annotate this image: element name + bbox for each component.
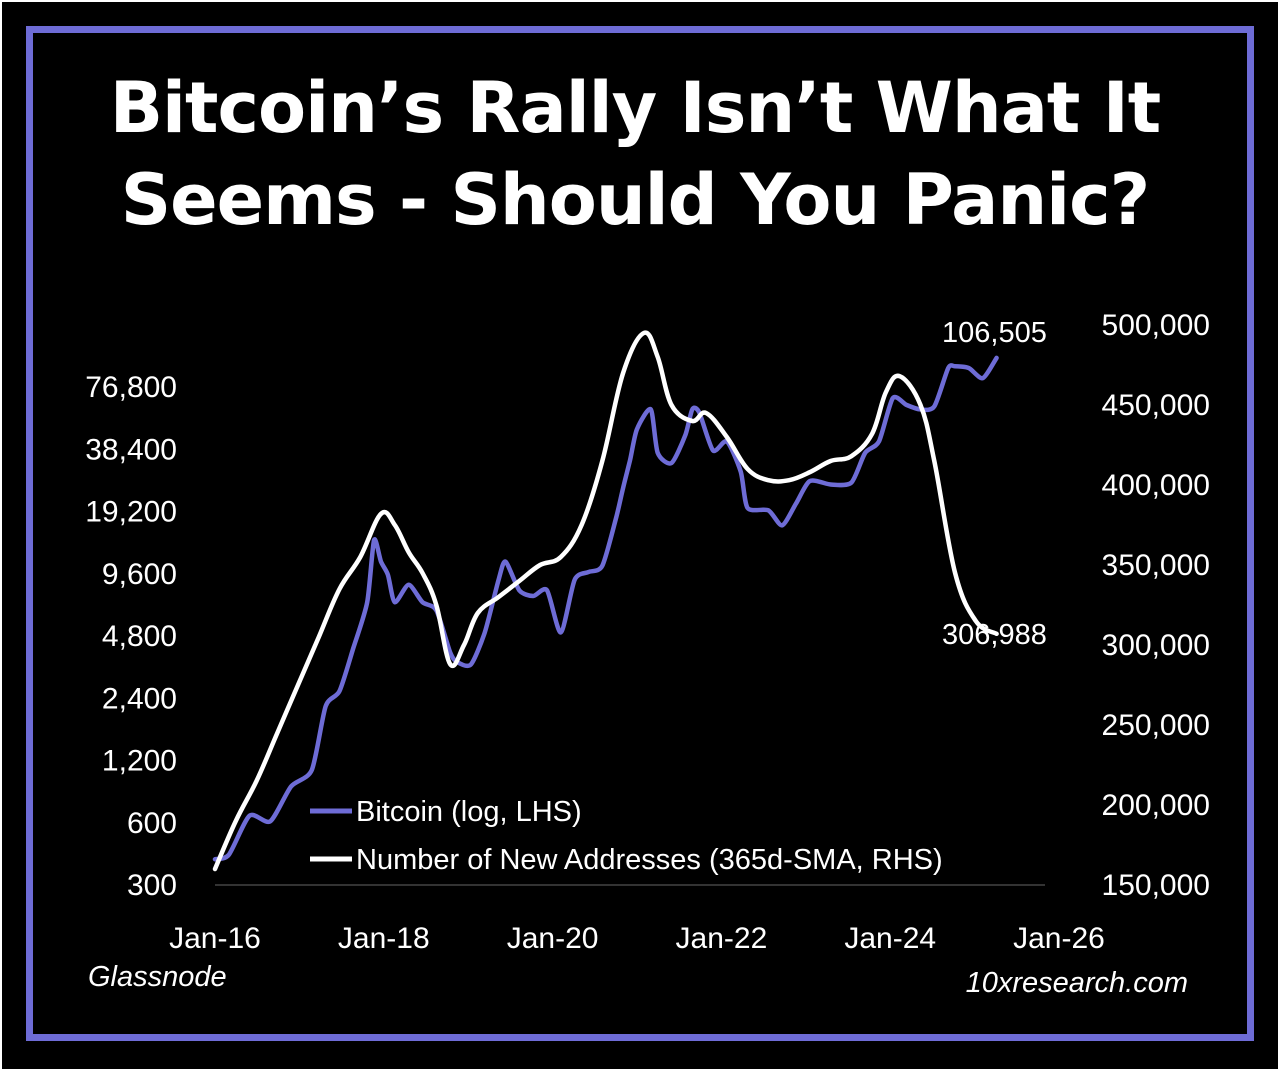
right-tick-label: 150,000 [1102,869,1210,902]
legend: Bitcoin (log, LHS) Number of New Address… [310,796,943,876]
right-tick-label: 250,000 [1102,709,1210,742]
right-tick-label: 500,000 [1102,309,1210,342]
x-tick-label: Jan-22 [676,922,768,955]
left-tick-label: 76,800 [85,371,177,404]
left-tick-label: 2,400 [102,682,177,715]
source-right: 10xresearch.com [966,967,1188,999]
left-tick-label: 600 [127,807,177,840]
chart-title: Bitcoin’s Rally Isn’t What It Seems - Sh… [60,62,1210,246]
x-tick-label: Jan-16 [169,922,261,955]
bitcoin-last-value-label: 106,505 [942,317,1047,349]
x-tick-label: Jan-20 [507,922,599,955]
right-tick-label: 200,000 [1102,789,1210,822]
chart-border [26,26,1254,1041]
chart-title-line-1: Bitcoin’s Rally Isn’t What It [109,67,1162,149]
right-tick-label: 450,000 [1102,389,1210,422]
left-tick-label: 19,200 [85,496,177,529]
right-tick-label: 350,000 [1102,549,1210,582]
chart-title-line-2: Seems - Should You Panic? [120,159,1151,241]
addresses-last-value-label: 306,988 [942,619,1047,651]
x-tick-label: Jan-24 [844,922,936,955]
left-tick-label: 9,600 [102,558,177,591]
left-tick-label: 38,400 [85,433,177,466]
right-axis-ticks: 150,000 200,000 250,000 300,000 350,000 400,0… [1102,309,1210,902]
series-layer [212,330,999,872]
left-tick-label: 4,800 [102,620,177,653]
x-tick-label: Jan-26 [1013,922,1105,955]
left-axis-ticks: 300 600 1,200 2,400 4,800 9,600 19,200 38,400 76… [85,371,177,902]
right-tick-label: 300,000 [1102,629,1210,662]
right-tick-label: 400,000 [1102,469,1210,502]
left-tick-label: 300 [127,869,177,902]
source-left: Glassnode [88,961,227,993]
x-tick-label: Jan-18 [338,922,430,955]
legend-label-bitcoin: Bitcoin (log, LHS) [356,796,582,828]
legend-label-addresses: Number of New Addresses (365d-SMA, RHS) [356,844,943,876]
left-tick-label: 1,200 [102,745,177,778]
x-axis-ticks: Jan-16 Jan-18 Jan-20 Jan-22 Jan-24 Jan-26 [169,922,1105,955]
new-addresses-series-line [212,330,999,872]
